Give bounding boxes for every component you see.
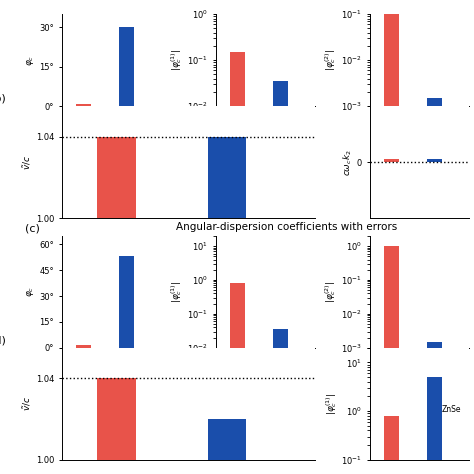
Bar bbox=[98, 378, 136, 474]
Y-axis label: $\tilde{v}/c$: $\tilde{v}/c$ bbox=[21, 155, 33, 170]
Bar bbox=[427, 98, 442, 474]
Bar bbox=[384, 6, 399, 474]
Bar bbox=[76, 104, 91, 106]
Bar bbox=[384, 159, 399, 162]
Y-axis label: $|\varphi_c^{(2)}|$: $|\varphi_c^{(2)}|$ bbox=[324, 281, 338, 303]
Y-axis label: $|\varphi_c^{(1)}|$: $|\varphi_c^{(1)}|$ bbox=[170, 49, 184, 72]
Bar bbox=[230, 283, 245, 474]
Bar bbox=[384, 246, 399, 474]
Bar bbox=[427, 342, 442, 474]
Text: Angular-dispersion coefficients with errors: Angular-dispersion coefficients with err… bbox=[176, 222, 397, 232]
Bar bbox=[427, 159, 442, 162]
Text: (b): (b) bbox=[0, 94, 6, 104]
Bar bbox=[208, 419, 246, 474]
Bar bbox=[119, 256, 134, 348]
Y-axis label: $|\varphi_c^{(1)}|$: $|\varphi_c^{(1)}|$ bbox=[324, 392, 338, 415]
Bar bbox=[76, 345, 91, 348]
Text: ZnSe: ZnSe bbox=[441, 405, 461, 414]
Bar bbox=[427, 377, 442, 474]
Bar bbox=[208, 137, 246, 474]
Y-axis label: $\tilde{v}/c$: $\tilde{v}/c$ bbox=[21, 396, 33, 411]
Bar bbox=[273, 329, 288, 474]
Bar bbox=[98, 137, 136, 474]
Y-axis label: $c\omega_c k_2$: $c\omega_c k_2$ bbox=[342, 149, 354, 175]
Text: (d): (d) bbox=[0, 336, 6, 346]
Bar bbox=[230, 52, 245, 474]
Bar bbox=[384, 416, 399, 474]
Y-axis label: $|\varphi_c^{(1)}|$: $|\varphi_c^{(1)}|$ bbox=[170, 281, 184, 303]
Bar bbox=[273, 81, 288, 474]
Y-axis label: $|\varphi_c^{(2)}|$: $|\varphi_c^{(2)}|$ bbox=[324, 49, 338, 72]
Text: (c): (c) bbox=[25, 224, 40, 234]
Y-axis label: $\varphi_c$: $\varphi_c$ bbox=[26, 286, 36, 298]
Y-axis label: $\varphi_c$: $\varphi_c$ bbox=[26, 55, 36, 66]
Bar bbox=[119, 27, 134, 106]
